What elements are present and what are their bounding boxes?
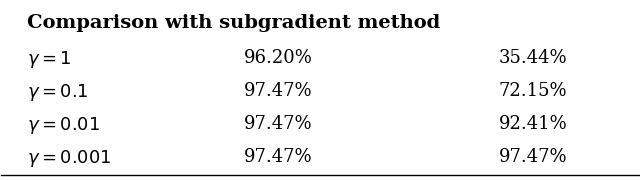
Text: 97.47%: 97.47% bbox=[244, 115, 312, 133]
Text: $\gamma = 0.01$: $\gamma = 0.01$ bbox=[27, 115, 100, 136]
Text: 35.44%: 35.44% bbox=[499, 49, 567, 67]
Text: 97.47%: 97.47% bbox=[244, 148, 312, 166]
Text: 92.41%: 92.41% bbox=[499, 115, 567, 133]
Text: 72.15%: 72.15% bbox=[499, 82, 567, 100]
Text: Comparison with subgradient method: Comparison with subgradient method bbox=[27, 14, 440, 32]
Text: $\gamma = 0.001$: $\gamma = 0.001$ bbox=[27, 148, 111, 169]
Text: 97.47%: 97.47% bbox=[244, 82, 312, 100]
Text: 96.20%: 96.20% bbox=[244, 49, 312, 67]
Text: 97.47%: 97.47% bbox=[499, 148, 567, 166]
Text: $\gamma = 0.1$: $\gamma = 0.1$ bbox=[27, 82, 88, 103]
Text: $\gamma = 1$: $\gamma = 1$ bbox=[27, 49, 72, 70]
